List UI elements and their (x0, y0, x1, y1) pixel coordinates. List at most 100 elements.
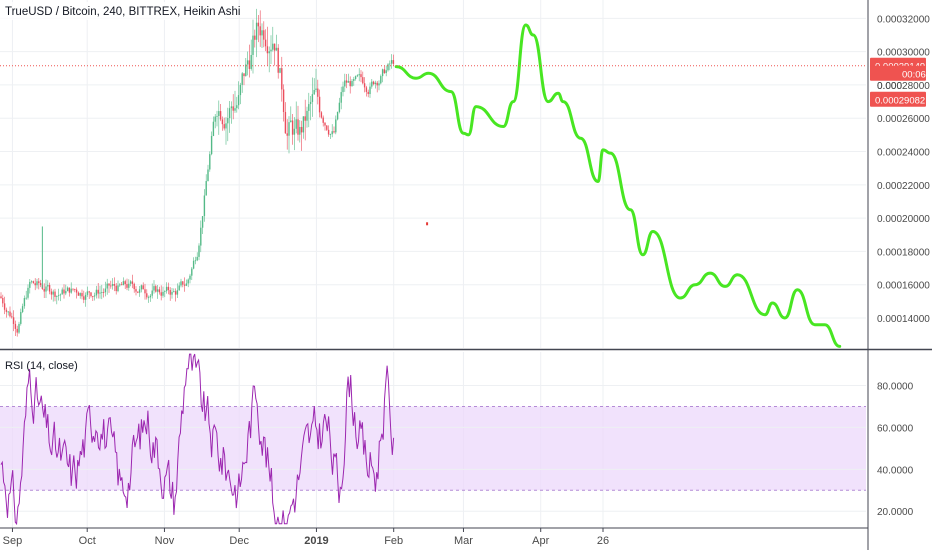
candle-body (227, 118, 229, 124)
candle-body (119, 284, 121, 286)
candle-body (194, 260, 197, 262)
rsi-grid: 20.0000 40.0000 60.0000 80.0000 (0, 382, 914, 518)
candle-body (196, 256, 198, 261)
candle-body (83, 296, 85, 300)
candle-body (108, 283, 110, 286)
candle (351, 78, 353, 87)
candle-body (120, 284, 123, 286)
candle (92, 295, 94, 301)
candle (14, 320, 17, 337)
candle (345, 73, 348, 89)
candle-body (187, 279, 189, 284)
candle-body (250, 54, 252, 69)
candle (216, 110, 218, 127)
candle (147, 295, 150, 303)
candle (223, 117, 225, 131)
candle (144, 283, 146, 300)
candle-body (237, 95, 240, 106)
candle-body (3, 303, 6, 310)
candle (288, 116, 290, 154)
candle (209, 151, 211, 172)
candle-body (57, 295, 60, 297)
candle-body (336, 111, 339, 120)
candle (187, 278, 189, 288)
candle (84, 292, 87, 307)
candle-body (318, 96, 321, 113)
candle-body (189, 275, 191, 280)
candle-body (230, 106, 233, 109)
price-label-text: 0.00029082 (875, 95, 925, 106)
candle-body (77, 292, 80, 296)
candle (205, 174, 207, 196)
candle (63, 284, 65, 299)
candle-body (243, 73, 245, 77)
candle-body (378, 83, 380, 86)
candle-body (158, 289, 161, 293)
candle (259, 10, 261, 47)
candle (281, 56, 283, 102)
candle-body (68, 287, 71, 293)
candle-body (246, 60, 249, 65)
candle-body (272, 43, 274, 50)
price-axis-label: 0.00032000 (877, 14, 930, 25)
projection-line[interactable] (394, 23, 842, 348)
candle (331, 124, 333, 138)
candle (387, 63, 389, 72)
candle (290, 106, 292, 123)
candle-body (331, 131, 333, 135)
candle-body (97, 289, 99, 294)
candle (164, 290, 166, 298)
candle (367, 89, 369, 98)
candle (261, 23, 263, 49)
candle (268, 46, 270, 73)
candle-body (110, 285, 112, 287)
candle (381, 68, 384, 83)
candle-body (236, 105, 238, 109)
candle (108, 283, 110, 293)
candle-body (36, 281, 38, 286)
time-axis-label: 2019 (304, 535, 328, 547)
candle (43, 283, 45, 298)
price-label-text: 00:06 (902, 69, 926, 80)
candle-body (270, 49, 272, 52)
candle (254, 29, 256, 48)
candle-body (315, 88, 317, 90)
candle-body (111, 284, 114, 286)
candle (198, 243, 200, 261)
candle-body (239, 84, 242, 96)
candle-body (54, 291, 56, 297)
rsi-title: RSI (14, close) (5, 360, 78, 372)
candle-body (144, 289, 146, 294)
candle (279, 67, 281, 74)
price-axis-label: 0.00026000 (877, 114, 930, 125)
candle (212, 116, 215, 137)
candle (228, 101, 231, 133)
candle-body (342, 86, 344, 93)
price-axis-label: 0.00018000 (877, 247, 930, 258)
candle (342, 81, 344, 97)
candle (250, 39, 252, 71)
candle-body (392, 60, 395, 64)
candle-body (376, 82, 378, 86)
candle (137, 291, 139, 294)
candle (344, 73, 346, 92)
candle-body (263, 30, 265, 40)
candle (29, 278, 31, 294)
time-axis[interactable]: Sep Oct Nov Dec 2019 Feb Mar Apr 26 (3, 528, 609, 547)
candle (9, 306, 11, 318)
candle-body (86, 291, 89, 295)
candle-body (277, 47, 279, 73)
candle-body (369, 86, 371, 95)
candle (101, 284, 103, 300)
candle (149, 293, 152, 302)
candle (362, 71, 364, 85)
candle-body (155, 286, 157, 292)
time-axis-label: Dec (229, 535, 249, 547)
candle (142, 282, 144, 290)
candle-body (92, 296, 94, 297)
candle (2, 294, 4, 308)
candle-body (45, 286, 47, 292)
candle-body (167, 286, 170, 291)
